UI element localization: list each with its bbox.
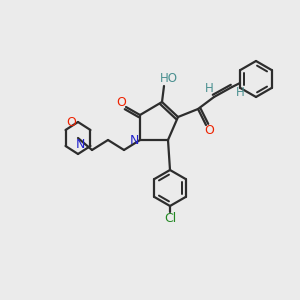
Text: H: H [236, 85, 244, 98]
Text: N: N [129, 134, 139, 146]
Text: O: O [204, 124, 214, 137]
Text: HO: HO [160, 73, 178, 85]
Text: O: O [66, 116, 76, 128]
Text: N: N [75, 139, 85, 152]
Text: O: O [116, 97, 126, 110]
Text: Cl: Cl [164, 212, 176, 224]
Text: H: H [205, 82, 213, 94]
